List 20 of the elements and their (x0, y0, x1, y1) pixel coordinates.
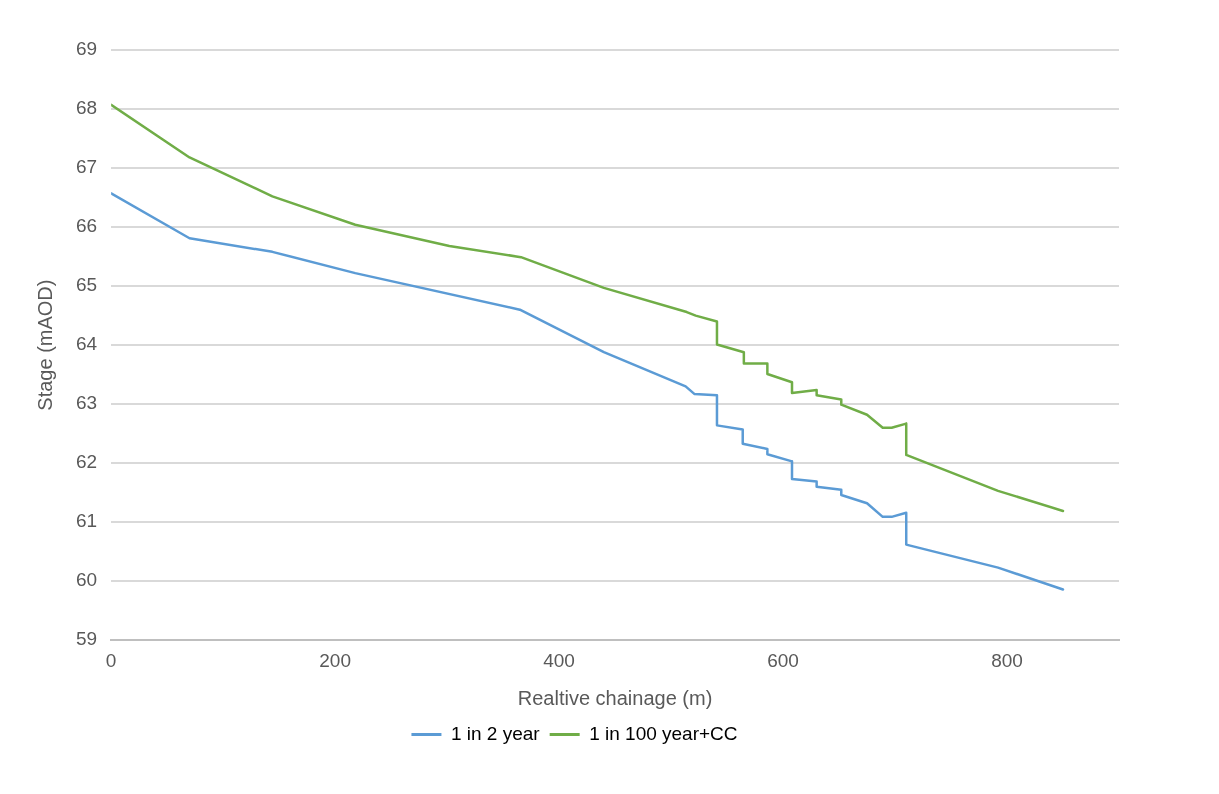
y-tick-label: 67 (75, 156, 98, 178)
y-tick-label: 59 (75, 628, 98, 650)
y-tick-label: 65 (75, 274, 98, 296)
y-tick-label: 62 (75, 451, 98, 473)
legend-label: 1 in 2 year (450, 722, 541, 744)
x-tick-label: 800 (991, 649, 1023, 671)
x-tick-label: 0 (105, 649, 117, 671)
y-tick-label: 68 (75, 97, 98, 119)
x-tick-label: 200 (319, 649, 351, 671)
legend-label: 1 in 100 year+CC (589, 722, 738, 744)
y-tick-label: 64 (75, 333, 98, 355)
y-tick-label: 61 (75, 510, 98, 532)
y-axis-title: Stage (mAOD) (33, 279, 56, 411)
x-tick-label: 600 (767, 649, 799, 671)
x-axis-title: Realtive chainage (m) (517, 686, 713, 709)
y-tick-label: 69 (75, 38, 98, 60)
y-tick-label: 60 (75, 569, 98, 591)
y-tick-label: 66 (75, 215, 98, 237)
y-tick-label: 63 (75, 392, 98, 414)
x-tick-label: 400 (543, 649, 575, 671)
